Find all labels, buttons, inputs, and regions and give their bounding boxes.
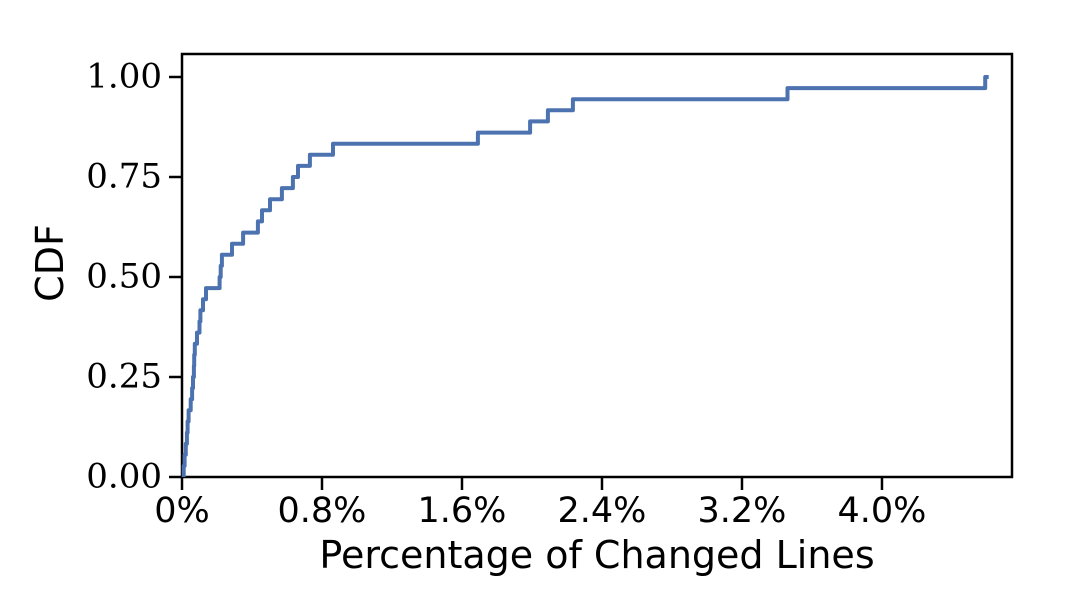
cdf-line xyxy=(181,75,989,477)
x-tick-label: 2.4% xyxy=(557,491,647,531)
x-tick-label: 1.6% xyxy=(417,491,507,531)
y-tick-label: 0.50 xyxy=(86,256,162,297)
x-tick-label: 4.0% xyxy=(837,491,927,531)
y-tick-label: 0.00 xyxy=(86,456,162,497)
x-tick-label: 3.2% xyxy=(697,491,787,531)
y-tick-label: 0.75 xyxy=(86,156,162,197)
x-tick-label: 0% xyxy=(154,491,210,531)
y-tick-label: 0.25 xyxy=(86,356,162,397)
plot-border xyxy=(180,52,1014,479)
x-axis-label: Percentage of Changed Lines xyxy=(319,533,875,577)
y-axis-label: CDF xyxy=(28,224,72,302)
y-tick-label: 1.00 xyxy=(86,56,162,97)
x-tick-label: 0.8% xyxy=(277,491,367,531)
